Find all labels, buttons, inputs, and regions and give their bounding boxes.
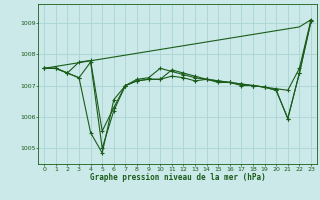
X-axis label: Graphe pression niveau de la mer (hPa): Graphe pression niveau de la mer (hPa): [90, 173, 266, 182]
